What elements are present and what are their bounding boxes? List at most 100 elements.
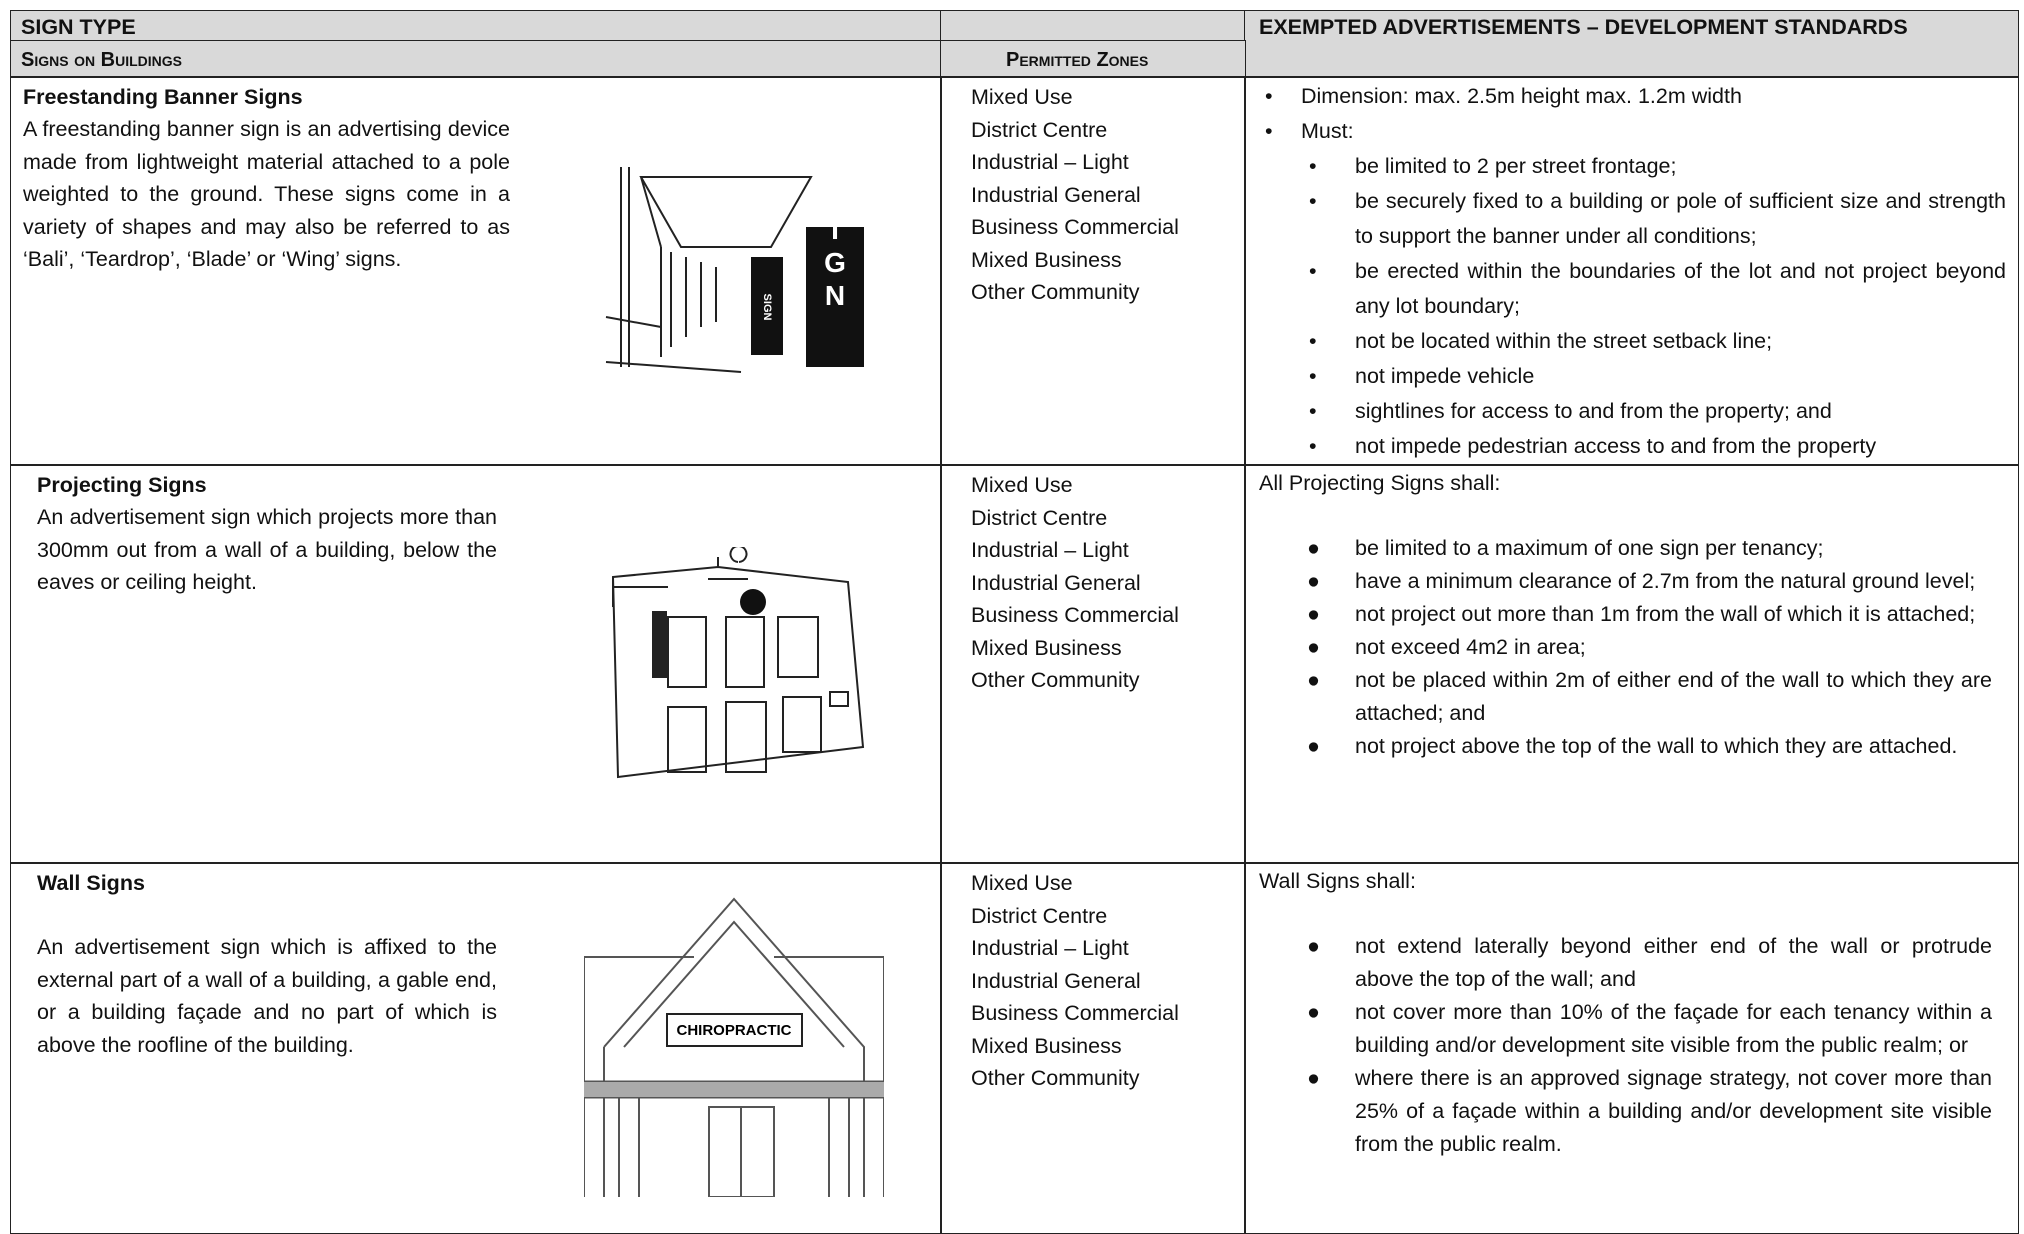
header-sign-type: SIGN TYPE <box>21 15 136 39</box>
zones-cell: Mixed Use District Centre Industrial – Lig… <box>940 464 1246 864</box>
standard-item: ● not exceed 4m2 in area; <box>1245 631 1992 664</box>
sign-title: Projecting Signs <box>37 473 207 497</box>
standard-item: ● have a minimum clearance of 2.7m from t… <box>1245 565 1992 598</box>
header-cell <box>940 10 1246 42</box>
sign-description: An advertisement sign which is affixed t… <box>37 935 497 1057</box>
wall-sign-text: CHIROPRACTIC <box>677 1022 792 1039</box>
bullet: ● <box>1307 667 1320 692</box>
standards-intro: Wall Signs shall: <box>1259 869 1416 893</box>
bullet: ● <box>1307 999 1320 1024</box>
standard-item: • Must: <box>1245 114 2006 149</box>
zone: District Centre <box>971 903 1108 928</box>
sign-cell: Wall Signs An advertisement sign which i… <box>10 862 942 1234</box>
standard-item: • Dimension: max. 2.5m height max. 1.2m w… <box>1245 79 2006 114</box>
bullet: • <box>1265 84 1273 108</box>
sign-text: Freestanding Banner Signs A freestanding… <box>23 81 510 276</box>
standard-item: ● be limited to a maximum of one sign per… <box>1245 532 1992 565</box>
header-cell: Permitted Zones <box>940 40 1246 78</box>
sign-text: Projecting Signs An advertisement sign w… <box>37 469 497 599</box>
zone: Business Commercial <box>971 603 1179 627</box>
bullet: • <box>1309 154 1317 178</box>
standards-cell: All Projecting Signs shall: ● be limited t… <box>1244 464 2019 864</box>
bullet: • <box>1309 399 1317 423</box>
standard-text: sightlines for access to and from the pr… <box>1355 399 1832 423</box>
header-signs-on-buildings: Signs on Buildings <box>21 49 183 71</box>
bullet: ● <box>1307 634 1320 659</box>
small-banner-text: SIGN <box>761 294 773 321</box>
zone: Other Community <box>971 1066 1140 1090</box>
zone: Industrial – Light <box>971 936 1129 960</box>
fascia <box>584 1082 884 1097</box>
header-cell: SIGN TYPE <box>10 10 942 42</box>
bullet: • <box>1309 329 1317 353</box>
standard-text: Dimension: max. 2.5m height max. 1.2m wi… <box>1301 84 1742 108</box>
projecting-illustration <box>611 547 865 779</box>
wall-sign <box>666 1013 803 1047</box>
standards-intro: All Projecting Signs shall: <box>1259 471 1501 495</box>
standard-item: ● not project out more than 1m from the w… <box>1245 598 1992 631</box>
sign-description: A freestanding banner sign is an adverti… <box>23 117 510 271</box>
header-cell: EXEMPTED ADVERTISEMENTS – DEVELOPMENT ST… <box>1244 10 2019 78</box>
bullet: ● <box>1307 933 1320 958</box>
zone: Business Commercial <box>971 1001 1179 1025</box>
standard-item: ● not extend laterally beyond either end … <box>1245 930 1992 996</box>
standard-item: • be securely fixed to a building or pole… <box>1245 184 2006 254</box>
small-banner <box>751 257 783 355</box>
bullet: ● <box>1307 601 1320 626</box>
zone: Business Commercial <box>971 215 1179 239</box>
standard-text: not impede vehicle <box>1355 364 1535 388</box>
bullet: ● <box>1307 733 1320 758</box>
zone: Industrial General <box>971 570 1141 595</box>
zone: Mixed Use <box>971 473 1073 497</box>
zone: District Centre <box>971 117 1108 142</box>
sign-title: Wall Signs <box>37 871 145 895</box>
standard-item: ● not be placed within 2m of either end o… <box>1245 664 1992 730</box>
standard-item: ● not cover more than 10% of the façade f… <box>1245 996 1992 1062</box>
zone: Industrial General <box>971 182 1141 207</box>
sign-cell: Freestanding Banner Signs A freestanding… <box>10 76 942 466</box>
standard-text: be securely fixed to a building or pole … <box>1355 189 2006 248</box>
sign-text: Wall Signs An advertisement sign which i… <box>37 867 497 1061</box>
large-banner-text: SIGN <box>820 181 851 313</box>
standard-item: • not impede vehicle <box>1245 359 2006 394</box>
standard-item: ● where there is an approved signage stra… <box>1245 1062 1992 1161</box>
bullet: • <box>1309 259 1317 283</box>
large-banner <box>806 227 864 367</box>
zone: Industrial General <box>971 968 1141 993</box>
bullet: ● <box>1307 1065 1320 1090</box>
zone: Mixed Use <box>971 871 1073 895</box>
wall-illustration: CHIROPRACTIC <box>584 897 884 1197</box>
sign-title: Freestanding Banner Signs <box>23 85 303 109</box>
bullet: ● <box>1307 535 1320 560</box>
sign-description: An advertisement sign which projects mor… <box>37 505 497 594</box>
standard-text: where there is an approved signage strat… <box>1355 1065 1992 1156</box>
standard-text: be limited to 2 per street frontage; <box>1355 154 1677 178</box>
standard-text: not impede pedestrian access to and from… <box>1355 434 1877 458</box>
standard-text: not be placed within 2m of either end of… <box>1355 667 1992 725</box>
standard-item: • sightlines for access to and from the p… <box>1245 394 2006 429</box>
standard-text: not exceed 4m2 in area; <box>1355 634 1586 659</box>
bullet: • <box>1309 434 1317 458</box>
standard-item: • be limited to 2 per street frontage; <box>1245 149 2006 184</box>
standard-text: Must: <box>1301 119 1354 143</box>
header-permitted-zones: Permitted Zones <box>1006 49 1149 71</box>
zone: Mixed Use <box>971 85 1073 109</box>
standard-text: not cover more than 10% of the façade fo… <box>1355 999 1992 1057</box>
zone: Other Community <box>971 280 1140 304</box>
bullet: ● <box>1307 568 1320 593</box>
standard-item: ● not project above the top of the wall t… <box>1245 730 1992 763</box>
zone: Mixed Business <box>971 247 1122 272</box>
sign-cell: Projecting Signs An advertisement sign w… <box>10 464 942 864</box>
standard-text: not project out more than 1m from the wa… <box>1355 601 1976 626</box>
header-standards: EXEMPTED ADVERTISEMENTS – DEVELOPMENT ST… <box>1259 15 1908 39</box>
standard-text: have a minimum clearance of 2.7m from th… <box>1355 568 1976 593</box>
zone: District Centre <box>971 505 1108 530</box>
zone: Mixed Business <box>971 1033 1122 1058</box>
standards-cell: • Dimension: max. 2.5m height max. 1.2m w… <box>1244 76 2019 466</box>
bullet: • <box>1309 189 1317 213</box>
standard-item: • not impede pedestrian access to and fro… <box>1245 429 2006 464</box>
zone: Industrial – Light <box>971 538 1129 562</box>
standards-cell: Wall Signs shall: ● not extend laterally b… <box>1244 862 2019 1234</box>
standard-item: • be erected within the boundaries of the… <box>1245 254 2006 324</box>
